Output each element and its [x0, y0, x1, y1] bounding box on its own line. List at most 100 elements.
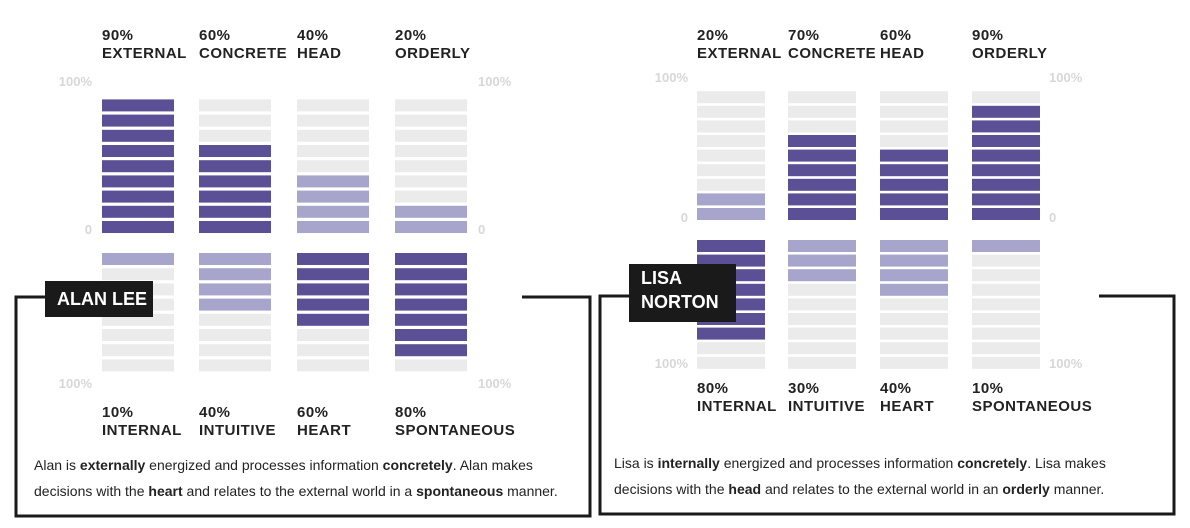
bottom-stripe [297, 283, 369, 296]
bottom-stripe [788, 240, 856, 252]
profile-frame [598, 294, 1176, 516]
top-stripe [199, 175, 271, 188]
top-stripe [788, 193, 856, 206]
top-stripe [788, 178, 856, 191]
bottom-percent-label: 10% [972, 380, 1004, 397]
bottom-stripe [102, 329, 174, 341]
bottom-stripe [297, 298, 369, 311]
top-stripe [395, 145, 467, 157]
description-text: and relates to the external world in a [182, 483, 417, 499]
top-percent-label: 40% [297, 27, 329, 44]
bottom-stripe [880, 356, 948, 369]
axis-label-mid-right: 0 [478, 222, 485, 237]
bottom-stripe [697, 240, 765, 252]
column-head: 60%HEAD 40%HEART [880, 27, 948, 415]
name-badge-text: LISA [641, 268, 682, 288]
top-stripe [395, 190, 467, 203]
bottom-stripe [697, 327, 765, 340]
name-badge [629, 264, 736, 322]
top-stripe [297, 114, 369, 127]
axis-label-top-right: 100% [478, 74, 512, 89]
description-text: energized and processes information [145, 457, 383, 473]
top-stripe [199, 190, 271, 203]
bottom-stripe [880, 269, 948, 282]
bottom-stripe [395, 253, 467, 265]
bottom-stripe [880, 254, 948, 267]
top-percent-label: 90% [102, 27, 134, 44]
top-category-label: ORDERLY [395, 45, 470, 62]
bottom-category-label: SPONTANEOUS [972, 398, 1092, 415]
bottom-percent-label: 10% [102, 404, 134, 421]
top-stripe [199, 160, 271, 173]
bottom-stripe [788, 269, 856, 282]
bottom-percent-label: 40% [199, 404, 231, 421]
bottom-stripe [972, 313, 1040, 325]
bottom-stripe [880, 342, 948, 355]
top-percent-label: 60% [199, 27, 231, 44]
top-stripe [788, 135, 856, 147]
top-stripe [880, 91, 948, 104]
bottom-percent-label: 40% [880, 380, 912, 397]
axis-label-top-right: 100% [1049, 70, 1083, 85]
description-emphasis: spontaneous [416, 483, 504, 499]
top-stripe [880, 135, 948, 147]
bottom-stripe [395, 268, 467, 281]
top-stripe [102, 145, 174, 157]
top-stripe [395, 221, 467, 233]
profile-frame [14, 295, 592, 518]
top-stripe [972, 135, 1040, 147]
column-orderly: 20%ORDERLY 80%SPONTANEOUS [395, 27, 515, 439]
top-stripe [297, 221, 369, 233]
bottom-stripe [395, 329, 467, 341]
top-stripe [102, 129, 174, 142]
bottom-stripe [395, 283, 467, 296]
top-stripe [199, 114, 271, 127]
top-category-label: EXTERNAL [697, 45, 782, 62]
axis-label-top-left: 100% [59, 74, 93, 89]
top-stripe [395, 175, 467, 188]
column-orderly: 90%ORDERLY 10%SPONTANEOUS [972, 27, 1092, 415]
top-stripe [697, 193, 765, 206]
top-stripe [697, 120, 765, 133]
top-stripe [297, 190, 369, 203]
description-text: and relates to the external world in an [761, 481, 1003, 497]
bottom-stripe [880, 283, 948, 296]
description-text: manner. [503, 483, 558, 499]
description-emphasis: concretely [382, 457, 453, 473]
top-stripe [788, 120, 856, 133]
top-stripe [697, 178, 765, 191]
top-stripe [395, 205, 467, 218]
bottom-category-label: INTERNAL [102, 422, 182, 439]
top-stripe [880, 105, 948, 118]
bottom-stripe [102, 268, 174, 281]
top-stripe [199, 99, 271, 112]
bottom-stripe [395, 344, 467, 357]
top-stripe [697, 91, 765, 104]
axis-label-top-left: 100% [655, 70, 689, 85]
top-stripe [395, 114, 467, 127]
top-stripe [297, 160, 369, 173]
column-external: 90%EXTERNAL 10%INTERNAL [102, 27, 186, 439]
bottom-percent-label: 60% [297, 404, 329, 421]
top-stripe [972, 120, 1040, 133]
top-stripe [972, 164, 1040, 177]
bottom-stripe [297, 359, 369, 372]
bottom-stripe [697, 356, 765, 369]
column-concrete: 60%CONCRETE 40%INTUITIVE [199, 27, 287, 439]
bottom-stripe [880, 240, 948, 252]
bottom-stripe [395, 313, 467, 326]
top-stripe [297, 129, 369, 142]
top-stripe [102, 114, 174, 127]
axis-label-mid-left: 0 [681, 210, 688, 225]
description-emphasis: externally [79, 457, 146, 473]
top-stripe [102, 190, 174, 203]
bottom-stripe [972, 356, 1040, 369]
top-category-label: HEAD [880, 45, 925, 62]
bottom-category-label: INTUITIVE [788, 398, 865, 415]
description-text: . Alan makes decisions with the [34, 457, 533, 499]
top-stripe [788, 149, 856, 162]
top-percent-label: 70% [788, 27, 820, 44]
top-stripe [880, 208, 948, 220]
name-badge [45, 281, 153, 317]
bottom-stripe [297, 329, 369, 341]
